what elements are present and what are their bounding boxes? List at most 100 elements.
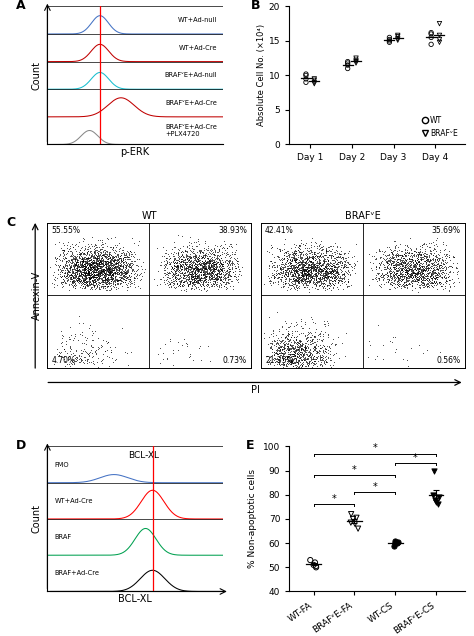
Point xyxy=(414,274,422,284)
Point xyxy=(114,263,122,273)
Point xyxy=(106,265,113,275)
Point xyxy=(313,240,321,251)
Point xyxy=(383,257,391,267)
Point xyxy=(208,260,215,270)
Point xyxy=(309,343,316,353)
Point xyxy=(395,281,403,291)
Point xyxy=(226,280,234,291)
Point xyxy=(186,259,194,269)
Point xyxy=(188,280,196,290)
Point xyxy=(108,251,116,261)
Point xyxy=(94,256,101,266)
Point xyxy=(118,250,125,260)
Point xyxy=(335,277,342,287)
Point xyxy=(436,34,443,45)
Point xyxy=(203,268,211,279)
Point xyxy=(302,268,310,278)
Point xyxy=(403,247,411,258)
Point xyxy=(103,256,111,266)
Point xyxy=(207,262,214,272)
Point xyxy=(81,269,89,279)
Point xyxy=(393,260,401,270)
Point xyxy=(95,263,103,273)
Point xyxy=(81,267,88,277)
Point xyxy=(278,335,285,345)
Point xyxy=(277,266,285,277)
Point xyxy=(197,265,204,275)
Point xyxy=(412,268,419,278)
Point xyxy=(321,270,329,280)
Point xyxy=(124,268,131,278)
Point xyxy=(96,263,103,273)
Point xyxy=(223,279,230,289)
Point xyxy=(333,266,341,276)
Point xyxy=(309,277,317,287)
Point xyxy=(107,260,115,270)
Point xyxy=(198,256,206,266)
Point xyxy=(119,270,127,280)
Point xyxy=(175,265,183,275)
Point xyxy=(324,254,331,265)
Point xyxy=(436,271,444,281)
Point xyxy=(105,250,113,260)
Point xyxy=(442,258,450,268)
Point xyxy=(127,280,134,291)
Point xyxy=(68,354,76,364)
Point xyxy=(304,275,312,286)
Point xyxy=(67,334,74,344)
Point xyxy=(82,256,89,266)
Point xyxy=(301,350,308,360)
Point xyxy=(268,272,275,282)
Point xyxy=(396,281,403,291)
Point xyxy=(378,265,385,275)
Point xyxy=(92,254,100,264)
Point xyxy=(395,277,402,287)
Point xyxy=(292,335,300,345)
Point xyxy=(225,265,232,275)
Point xyxy=(88,256,96,266)
Point xyxy=(289,249,296,259)
Point xyxy=(310,341,318,351)
Point xyxy=(275,340,283,350)
Point xyxy=(119,274,127,284)
Point xyxy=(313,347,320,357)
Point xyxy=(298,270,306,280)
Point xyxy=(211,279,219,289)
Point xyxy=(60,344,67,354)
Point xyxy=(291,253,299,263)
Point xyxy=(108,257,115,267)
Point xyxy=(423,254,431,264)
Point xyxy=(210,258,217,268)
Point xyxy=(291,268,298,278)
Point xyxy=(315,240,322,250)
Point xyxy=(400,278,408,288)
Point xyxy=(284,343,292,353)
Point xyxy=(417,265,424,275)
Point xyxy=(407,244,415,254)
Point xyxy=(88,262,96,272)
Point xyxy=(300,263,308,273)
Point xyxy=(100,268,108,278)
Point xyxy=(225,267,232,277)
Point xyxy=(219,247,226,257)
Point xyxy=(140,267,147,277)
Point xyxy=(81,265,89,275)
Point xyxy=(176,266,184,276)
Point xyxy=(323,271,331,281)
Point xyxy=(90,262,97,272)
Point xyxy=(420,279,428,289)
Point xyxy=(298,268,305,279)
Point xyxy=(176,261,183,271)
Point xyxy=(67,268,74,279)
Point xyxy=(123,260,131,270)
Point xyxy=(65,266,73,277)
Point xyxy=(92,266,100,277)
Point xyxy=(394,249,401,259)
Text: 35.69%: 35.69% xyxy=(431,226,460,235)
Point xyxy=(390,268,398,279)
Point xyxy=(328,338,336,348)
Point xyxy=(291,257,299,267)
Point xyxy=(110,265,118,275)
Point xyxy=(336,275,343,286)
Point xyxy=(343,252,350,263)
